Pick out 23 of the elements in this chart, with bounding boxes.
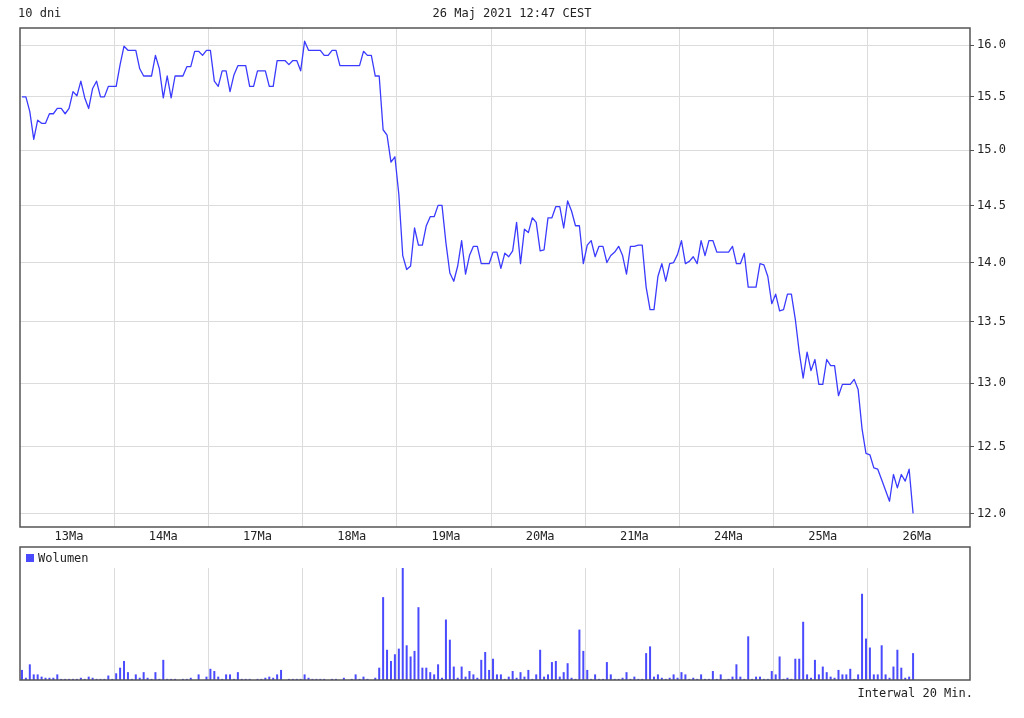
x-tick-label: 19Ma — [431, 529, 461, 544]
x-tick-label: 24Ma — [714, 529, 744, 544]
x-tick-label: 20Ma — [525, 529, 555, 544]
y-tick-label: 15.5 — [977, 88, 1006, 103]
x-tick-label: 26Ma — [902, 529, 932, 544]
x-tick-label: 13Ma — [54, 529, 84, 544]
y-tick-label: 12.5 — [977, 439, 1006, 454]
x-tick-label: 21Ma — [619, 529, 649, 544]
y-tick-label: 16.0 — [977, 37, 1006, 52]
y-tick-label: 12.0 — [977, 505, 1006, 520]
x-tick-label: 25Ma — [808, 529, 838, 544]
x-tick-label: 14Ma — [148, 529, 178, 544]
y-tick-label: 14.5 — [977, 197, 1006, 212]
x-tick-label: 18Ma — [337, 529, 367, 544]
chart-subtitle: 26 Maj 2021 12:47 CEST — [432, 6, 592, 20]
text: Interwal 20 Min. — [857, 686, 973, 700]
y-tick-label: 14.0 — [977, 254, 1006, 269]
y-tick-label: 15.0 — [977, 142, 1006, 157]
x-tick-label: 17Ma — [243, 529, 272, 544]
y-tick-label: 13.5 — [977, 313, 1006, 328]
chart-title: 10 dni — [18, 6, 62, 20]
legend-label: Wolumen — [38, 551, 89, 565]
y-tick-label: 13.0 — [977, 375, 1006, 390]
